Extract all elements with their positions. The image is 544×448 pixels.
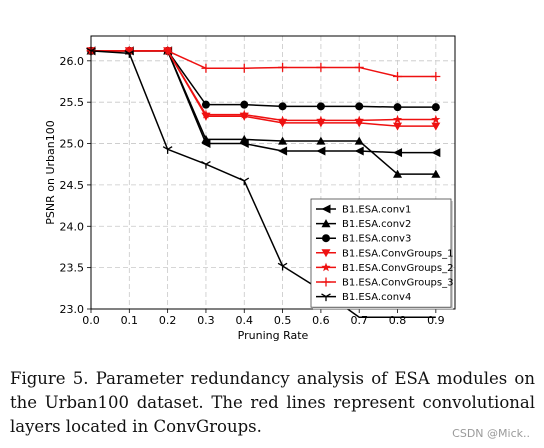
data-point-marker [354, 119, 364, 128]
data-point-marker [431, 122, 441, 131]
y-axis-label: PSNR on Urban100 [44, 120, 57, 224]
data-point-marker [278, 62, 288, 72]
series-b1-esa-convgroups-2 [86, 46, 441, 125]
data-point-marker [393, 72, 403, 82]
axis-ticks: 0.0 0.1 0.2 0.3 0.4 0.5 0.6 0.7 0.8 0.9 23.0 23.5 24… [60, 55, 445, 327]
data-point-marker [163, 46, 173, 56]
data-point-marker [124, 50, 135, 58]
x-tick-label: 0.5 [274, 314, 292, 327]
data-point-marker [431, 169, 441, 178]
data-point-marker [321, 293, 331, 302]
data-point-marker [278, 119, 288, 128]
data-point-marker [201, 160, 211, 169]
data-point-marker [239, 109, 249, 119]
legend-label: B1.ESA.conv3 [342, 234, 411, 245]
series-line [90, 50, 436, 319]
y-tick-label: 25.0 [60, 138, 85, 151]
data-point-marker [201, 100, 210, 109]
data-point-marker [431, 148, 441, 158]
x-tick-label: 0.2 [159, 314, 177, 327]
data-point-marker [201, 134, 211, 144]
data-point-marker [354, 115, 364, 125]
data-point-marker [321, 219, 331, 228]
y-tick-label: 23.5 [60, 262, 85, 275]
data-point-marker [278, 136, 288, 145]
data-point-marker [393, 148, 403, 158]
x-tick-label: 0.3 [197, 314, 215, 327]
figure-caption: Figure 5. Parameter redundancy analysis … [10, 369, 535, 436]
line-chart: 0.0 0.1 0.2 0.3 0.4 0.5 0.6 0.7 0.8 0.9 23.0 23.5 24… [44, 35, 456, 342]
data-point-marker [431, 72, 441, 82]
series-b1-esa-conv2 [86, 46, 441, 178]
data-point-marker [393, 103, 402, 112]
x-tick-label: 0.1 [121, 314, 139, 327]
data-point-marker [392, 114, 403, 124]
data-point-marker [316, 119, 326, 128]
data-point-marker [316, 62, 326, 72]
legend-label: B1.ESA.conv1 [342, 205, 411, 216]
series-line [91, 50, 436, 108]
data-point-marker [321, 262, 331, 272]
data-point-marker [278, 102, 287, 111]
x-tick-label: 0.9 [427, 314, 445, 327]
data-point-marker [316, 102, 325, 111]
y-tick-label: 25.5 [60, 96, 85, 109]
y-tick-label: 24.0 [60, 220, 85, 233]
legend-label: B1.ESA.ConvGroups_3 [342, 278, 453, 289]
data-point-marker [201, 63, 211, 73]
y-tick-label: 23.0 [60, 303, 85, 316]
legend-label: B1.ESA.conv4 [342, 292, 411, 303]
y-tick-label: 24.5 [60, 179, 85, 192]
x-tick-label: 0.0 [82, 314, 100, 327]
data-point-marker [240, 100, 249, 109]
data-point-marker [393, 169, 403, 178]
data-point-marker [316, 146, 326, 156]
data-point-marker [316, 136, 326, 145]
data-point-marker [239, 177, 250, 186]
x-axis-label: Pruning Rate [238, 329, 309, 342]
series-line [91, 50, 436, 78]
data-point-marker [393, 122, 403, 131]
x-tick-label: 0.6 [312, 314, 330, 327]
data-point-marker [354, 62, 364, 72]
data-point-marker [354, 146, 364, 156]
data-point-marker [316, 115, 326, 125]
legend-label: B1.ESA.ConvGroups_1 [342, 248, 453, 259]
y-tick-label: 26.0 [60, 55, 85, 68]
x-tick-label: 0.8 [389, 314, 407, 327]
plot-frame [90, 35, 456, 310]
data-point-marker [431, 114, 441, 124]
data-point-marker [277, 262, 288, 271]
data-point-marker [322, 234, 330, 243]
data-point-marker [239, 134, 249, 144]
x-tick-label: 0.4 [236, 314, 254, 327]
legend: B1.ESA.conv1 B1.ESA.conv2 B1.ESA.conv3 B1.E… [310, 198, 453, 310]
series-b1-esa-convgroups-3 [86, 46, 441, 82]
data-point-marker [239, 63, 249, 73]
data-point-marker [162, 146, 173, 154]
data-point-marker [278, 146, 288, 156]
series-line [91, 50, 436, 154]
data-point-marker [355, 102, 364, 111]
data-point-marker [321, 204, 331, 214]
data-point-marker [278, 115, 288, 125]
series-line [91, 50, 436, 175]
x-tick-label: 0.7 [350, 314, 368, 327]
watermark: CSDN @Mick.. [452, 427, 530, 440]
data-point-marker [431, 103, 440, 112]
data-point-marker [201, 109, 211, 119]
data-point-marker [354, 136, 364, 145]
data-point-marker [321, 277, 331, 287]
series-lines [86, 46, 441, 319]
legend-label: B1.ESA.ConvGroups_2 [342, 263, 453, 274]
data-point-marker [321, 249, 331, 258]
legend-label: B1.ESA.conv2 [342, 219, 411, 230]
